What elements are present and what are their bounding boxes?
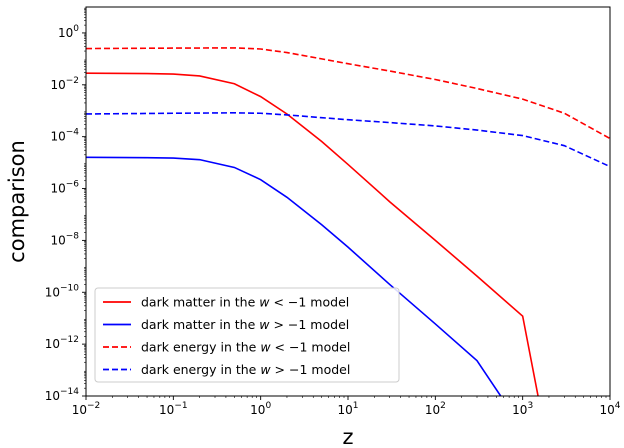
y-tick-label: 10−2 <box>50 76 79 92</box>
series-line-1 <box>86 72 539 396</box>
y-tick-label: 10−14 <box>45 387 80 403</box>
legend: dark matter in the w < −1 model dark matt… <box>94 287 400 383</box>
y-tick-label: 10−12 <box>45 335 79 351</box>
series-line-3 <box>86 47 610 140</box>
x-tick-label: 104 <box>599 401 620 417</box>
x-tick-label: 10−2 <box>72 401 101 417</box>
legend-label-1: dark matter in the w < −1 model <box>141 295 349 310</box>
legend-box <box>94 287 400 383</box>
y-tick-label: 10−10 <box>45 283 80 299</box>
y-tick-label: 10−6 <box>50 180 79 196</box>
y-tick-label: 10−4 <box>50 128 79 144</box>
x-tick-label: 102 <box>425 401 446 417</box>
series-line-2 <box>86 156 502 396</box>
x-tick-label: 103 <box>512 401 533 417</box>
series-line-4 <box>86 112 610 168</box>
y-tick-label: 10−8 <box>50 231 79 247</box>
legend-label-3: dark energy in the w < −1 model <box>141 340 350 355</box>
y-axis-title: comparison <box>5 140 29 263</box>
x-axis: 10−2 10−1 100 101 102 103 104 <box>72 396 621 417</box>
x-tick-label: 100 <box>250 401 271 417</box>
legend-label-4: dark energy in the w > −1 model <box>141 362 350 377</box>
y-tick-label: 100 <box>58 24 79 40</box>
y-axis: 10−14 10−12 10−10 10−8 10−6 10−4 10−2 100 <box>45 7 86 403</box>
legend-label-2: dark matter in the w > −1 model <box>141 317 349 332</box>
series-layer <box>86 47 610 396</box>
x-axis-title: z <box>342 425 353 448</box>
x-tick-label: 101 <box>337 401 358 417</box>
x-tick-label: 10−1 <box>159 401 188 417</box>
